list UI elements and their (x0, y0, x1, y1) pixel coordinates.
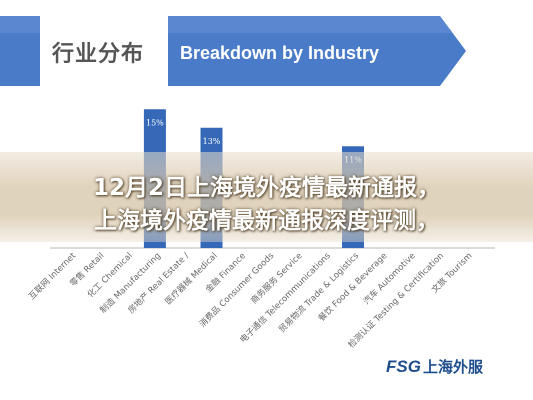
tick-label-5: 医疗器械 Medical (163, 250, 220, 307)
header-label-box (40, 16, 168, 86)
logo-cn-text: 上海外服 (422, 358, 483, 376)
chart-title-cn: 行业分布 (52, 42, 145, 67)
tick-label-12: 汽车 Automotive (361, 250, 417, 306)
value-label-3: 15% (146, 118, 164, 127)
tick-label-8: 商务服务 Service (249, 250, 305, 306)
headline-line-2[interactable]: 上海境外疫情最新通报深度评测， (94, 208, 439, 234)
value-label-5: 13% (203, 137, 221, 146)
logo-latin-text: FSG (386, 357, 421, 376)
chart-title-en: Breakdown by Industry (180, 43, 380, 63)
headline-overlay (0, 152, 533, 242)
headline-line-1[interactable]: 12月2日上海境外疫情最新通报， (92, 175, 440, 201)
fsg-logo: FSG 上海外服 (386, 356, 483, 378)
tick-label-0: 互联网 Internet (27, 251, 78, 302)
